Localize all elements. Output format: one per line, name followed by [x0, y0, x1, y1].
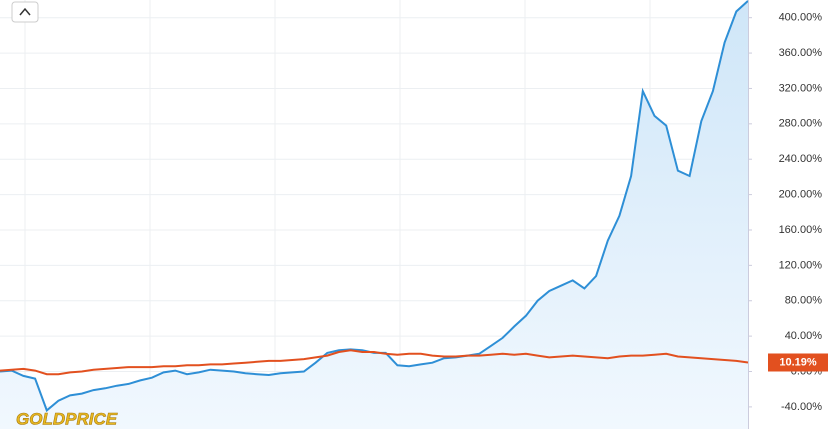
y-tick-label: 280.00%	[779, 118, 823, 130]
y-tick-label: -40.00%	[781, 401, 822, 413]
y-tick-label: 200.00%	[779, 189, 823, 201]
y-tick-label: 240.00%	[779, 153, 823, 165]
y-tick-label: 120.00%	[779, 259, 823, 271]
y-tick-label: 40.00%	[785, 330, 823, 342]
collapse-button[interactable]	[11, 1, 39, 23]
y-tick-label: 400.00%	[779, 12, 823, 24]
end-label: 10.19%	[779, 356, 817, 368]
end-label-badge	[768, 353, 828, 372]
area	[0, 0, 748, 429]
series-line	[0, 349, 749, 376]
y-tick-label: 80.00%	[785, 295, 823, 307]
y-tick-label: 360.00%	[779, 47, 823, 59]
y-axis: -40.00%0.00%40.00%80.00%120.00%160.00%20…	[748, 12, 828, 413]
button-frame[interactable]	[11, 1, 39, 23]
plot	[0, 0, 749, 429]
y-tick-label: 160.00%	[779, 224, 823, 236]
chevron-icon[interactable]	[19, 7, 31, 16]
y-tick-label: 320.00%	[779, 82, 823, 94]
watermark: GOLDPRICE	[16, 409, 118, 428]
